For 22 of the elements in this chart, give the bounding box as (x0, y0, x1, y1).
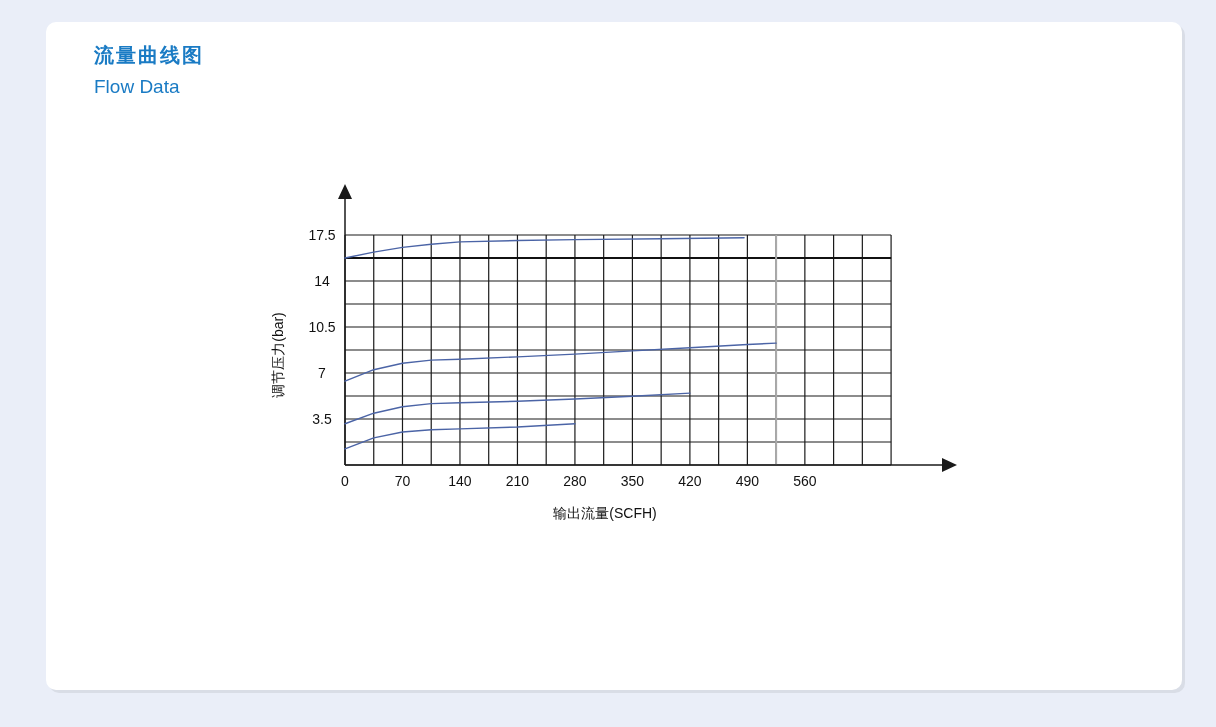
y-tick-label: 14 (314, 273, 330, 289)
x-tick-label: 0 (341, 473, 350, 489)
line-series (344, 342, 777, 382)
y-tick-label: 10.5 (308, 319, 336, 335)
line-series (344, 392, 691, 425)
x-tick-label: 140 (448, 473, 472, 489)
y-tick-label: 17.5 (308, 227, 336, 243)
x-tick-label: 560 (793, 473, 817, 489)
text: Flow Data (94, 76, 180, 98)
y-tick-label: 3.5 (312, 411, 332, 427)
x-axis-title: 输出流量(SCFH) (553, 505, 657, 521)
x-tick-label: 210 (505, 473, 530, 489)
text: 流量曲线图 (94, 43, 204, 68)
x-tick-label: 420 (678, 473, 702, 489)
line-series (344, 237, 745, 259)
x-tick-label: 70 (394, 473, 411, 489)
x-tick-label: 350 (620, 473, 645, 489)
x-tick-label: 490 (735, 473, 760, 489)
y-tick-label: 7 (318, 365, 327, 381)
line-series (344, 423, 576, 450)
y-axis-title: 调节压力(bar) (270, 312, 286, 398)
x-tick-label: 280 (563, 473, 587, 489)
